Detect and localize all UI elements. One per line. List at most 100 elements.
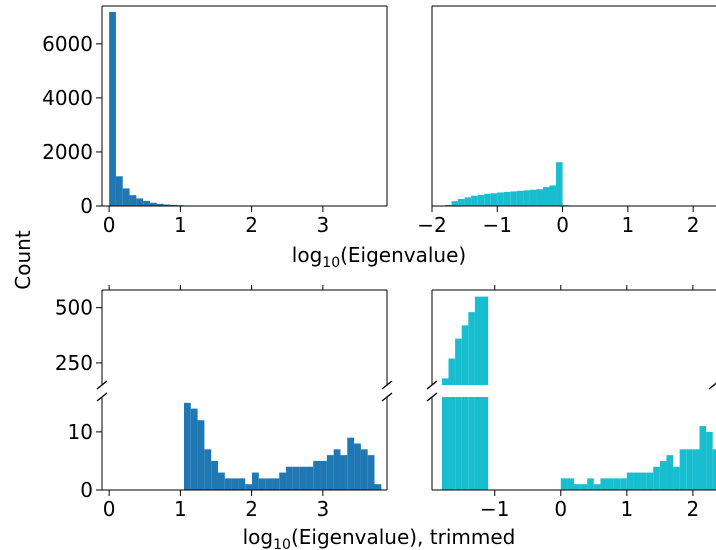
panel-bottom-left: 0 1 2 3 250 500 0 10	[55, 285, 393, 521]
top-right-bar	[490, 193, 498, 206]
bottom-x-axis-title-log: log	[243, 525, 274, 549]
bottom-left-bar	[299, 466, 307, 490]
panel-bottom-right: −1 0 1 2	[426, 285, 716, 521]
bottom-right-bar	[666, 455, 674, 490]
bottom-left-lower-y-tick-label: 0	[80, 478, 93, 502]
bottom-right-bar	[580, 484, 588, 490]
bottom-left-x-tick-label: 3	[317, 497, 330, 521]
bottom-left-bar	[320, 460, 327, 490]
bottom-left-break-mark	[96, 380, 108, 390]
top-right-bar	[523, 190, 530, 206]
bottom-right-bar	[448, 397, 456, 490]
top-left-bar	[136, 198, 144, 206]
bottom-right-bar	[474, 397, 482, 490]
bottom-left-bar	[190, 408, 198, 490]
bottom-left-x-tick-label: 1	[174, 497, 187, 521]
bottom-left-upper-y-tick-label: 500	[55, 296, 93, 320]
panel-top-right: −2 −1 0 1 2	[417, 5, 716, 237]
top-x-axis-title: log10(Eigenvalue)	[292, 243, 466, 271]
bottom-right-x-tick-label: 0	[554, 497, 567, 521]
bottom-left-bar	[286, 466, 293, 490]
top-right-x-tick-label: 2	[687, 213, 700, 237]
bottom-left-bar	[258, 478, 266, 490]
top-right-bar	[516, 190, 524, 206]
bottom-right-bar	[633, 472, 641, 490]
top-right-bar	[458, 198, 465, 206]
bottom-right-bar	[613, 478, 621, 490]
bottom-left-bar	[326, 455, 334, 490]
top-right-bar	[471, 195, 478, 206]
bottom-left-bar	[197, 420, 205, 490]
top-right-x-tick-label: −2	[417, 213, 446, 237]
bottom-right-bar	[673, 466, 680, 490]
top-right-bar	[549, 185, 557, 206]
top-left-y-tick-label: 4000	[42, 86, 93, 110]
bottom-right-x-tick-label: −1	[480, 497, 509, 521]
bottom-left-x-tick-label: 0	[103, 497, 116, 521]
top-left-bar	[143, 200, 150, 206]
bottom-right-bar	[686, 449, 693, 490]
top-x-axis-title-sub: 10	[322, 255, 340, 271]
bottom-right-break-mark	[708, 382, 716, 390]
top-left-bar	[115, 176, 123, 206]
bottom-left-bar	[183, 402, 191, 490]
top-right-bar	[497, 192, 504, 206]
top-left-x-tick-label: 0	[103, 213, 116, 237]
bottom-left-upper-y-tick-label: 250	[55, 351, 93, 375]
top-left-y-tick-label: 2000	[42, 140, 93, 164]
top-left-bar	[156, 203, 164, 206]
bottom-left-x-tick-label: 2	[245, 497, 258, 521]
top-left-bar	[129, 195, 137, 206]
bottom-right-bar	[461, 325, 469, 385]
bottom-right-bar	[692, 449, 700, 490]
top-left-bar	[109, 11, 116, 206]
bottom-left-bar	[231, 478, 239, 490]
top-left-bar	[149, 202, 157, 206]
bottom-right-bar	[448, 358, 456, 385]
bottom-right-bar	[574, 484, 581, 490]
bottom-right-bar	[653, 466, 660, 490]
bottom-left-bar	[252, 472, 259, 490]
top-right-bar	[529, 189, 537, 206]
bottom-right-bar	[481, 296, 489, 385]
bottom-right-x-tick-label: 2	[687, 497, 700, 521]
bottom-right-bar	[626, 472, 634, 490]
bottom-left-bar	[279, 472, 287, 490]
bottom-right-x-tick-label: 1	[620, 497, 633, 521]
bottom-left-bar	[204, 449, 212, 490]
bottom-right-bar	[455, 397, 462, 490]
bottom-right-bar	[607, 478, 614, 490]
bottom-left-bar	[272, 478, 280, 490]
bottom-left-bar	[354, 443, 361, 490]
bottom-left-bar	[313, 460, 321, 490]
bottom-left-break-mark	[381, 380, 393, 390]
top-left-x-tick-label: 2	[245, 213, 258, 237]
top-right-bar	[556, 162, 563, 206]
bottom-left-bar	[374, 484, 382, 490]
bottom-left-bar	[224, 478, 232, 490]
top-left-bar	[170, 204, 178, 206]
bottom-right-bar	[640, 472, 647, 490]
top-right-bar	[477, 194, 485, 206]
y-axis-title: Count	[11, 230, 35, 290]
bottom-x-axis-title: log10(Eigenvalue), trimmed	[243, 525, 516, 550]
top-right-x-tick-label: 1	[621, 213, 634, 237]
top-left-x-tick-label: 1	[174, 213, 187, 237]
bottom-right-bar	[712, 449, 716, 490]
bottom-left-bar	[265, 478, 273, 490]
bottom-left-bar	[245, 484, 253, 490]
top-right-bar	[510, 191, 517, 206]
top-left-y-tick-label: 0	[80, 194, 93, 218]
panel-top-left: 0 1 2 3 0 2000 4000 6000	[42, 5, 388, 237]
bottom-x-axis-title-sub: 10	[273, 537, 291, 550]
bottom-right-bar	[679, 449, 687, 490]
bottom-right-bar	[560, 478, 568, 490]
bottom-right-bar	[620, 478, 627, 490]
bottom-right-bar	[468, 397, 475, 490]
bottom-right-bar	[468, 312, 475, 385]
top-right-x-tick-label: 0	[556, 213, 569, 237]
bottom-left-bar	[347, 437, 355, 490]
top-left-x-tick-label: 3	[317, 213, 330, 237]
